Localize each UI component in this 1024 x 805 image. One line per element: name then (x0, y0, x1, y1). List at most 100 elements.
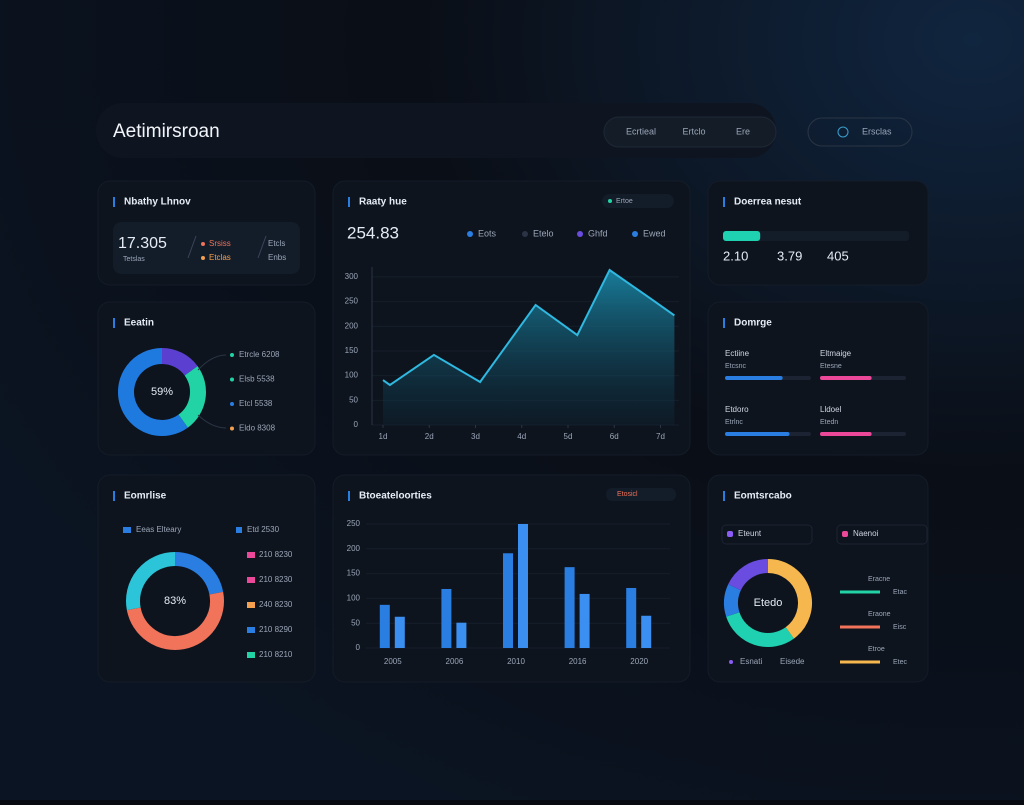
panel-title: Nbathy Lhnov (124, 197, 191, 208)
chip[interactable] (836, 524, 928, 545)
x-tick-label: 5d (564, 432, 573, 441)
header-button[interactable] (807, 117, 913, 147)
app-title: Aetimirsroan (113, 121, 220, 142)
button-icon (837, 126, 849, 138)
bar (626, 587, 637, 648)
legend-label: Etcl 5538 (239, 399, 273, 408)
bar (456, 622, 467, 648)
legend-label: Etelo (533, 228, 554, 238)
result-value: 3.79 (777, 248, 802, 263)
nav-pill (603, 116, 777, 148)
result-value: 2.10 (723, 248, 748, 263)
summary-box (113, 222, 300, 274)
legend-label: Eisede (780, 657, 805, 666)
y-tick-label: 200 (345, 321, 359, 330)
range-sub: Etcsnc (725, 363, 747, 370)
x-tick-label: 4d (517, 432, 526, 441)
donut-center: 59% (151, 386, 173, 398)
line-label: Etroe (868, 646, 885, 653)
x-tick-label: 6d (610, 432, 619, 441)
summary-value: 17.305 (118, 235, 167, 252)
progress-track (723, 231, 909, 241)
chip-label: Eteunt (738, 529, 762, 538)
legend-dot (467, 231, 473, 237)
panel-accent (348, 197, 350, 207)
chip-dot (727, 531, 733, 537)
nav-item[interactable]: Ecrtieal (626, 126, 656, 136)
legend-label: Eldo 8308 (239, 424, 276, 433)
legend-label: Ewed (643, 228, 666, 238)
bar (564, 567, 575, 648)
donut-segment (118, 348, 188, 436)
legend-label: Etd 2530 (247, 525, 280, 534)
toggle[interactable] (606, 488, 676, 501)
line-label: Eraone (868, 611, 891, 618)
donut-segment (724, 584, 742, 617)
legend-dot (230, 402, 234, 406)
dot (201, 242, 205, 246)
range-label: Eltmaige (820, 349, 852, 358)
legend-swatch (247, 552, 255, 558)
y-tick-label: 250 (347, 519, 361, 528)
y-tick-label: 50 (351, 618, 360, 627)
legend-row: 210 8210 (259, 650, 293, 659)
y-tick-label: 200 (347, 544, 361, 553)
progress-fill (723, 231, 761, 241)
toggle[interactable] (602, 194, 674, 208)
y-tick-label: 150 (347, 569, 361, 578)
x-tick-label: 2d (425, 432, 434, 441)
x-tick-label: 2005 (384, 657, 402, 666)
bar (579, 593, 590, 648)
y-tick-label: 0 (354, 420, 359, 429)
legend-swatch (247, 627, 255, 633)
result-value: 405 (827, 248, 849, 263)
connector (197, 354, 227, 429)
donut-segment (767, 559, 812, 639)
y-tick-label: 100 (347, 594, 361, 603)
chip-label: Naenoi (853, 529, 879, 538)
legend-swatch (123, 527, 131, 533)
toggle-dot (608, 199, 612, 203)
chip[interactable] (721, 524, 813, 545)
panel-title: Btoeateloorties (359, 491, 432, 502)
divider (257, 235, 267, 259)
nav-item[interactable]: Ere (736, 126, 750, 136)
y-tick-label: 50 (349, 395, 358, 404)
panel (707, 301, 929, 456)
divider (187, 235, 197, 259)
panel-title: Domrge (734, 318, 772, 329)
donut-segment (174, 552, 224, 595)
legend-label: Esnati (740, 657, 762, 666)
y-tick-label: 300 (345, 272, 359, 281)
nav-item[interactable]: Ertclo (682, 126, 705, 136)
legend-dot (230, 426, 234, 431)
donut-segment (178, 366, 206, 428)
legend-label: Elsb 5538 (239, 375, 275, 384)
range-fill (820, 376, 872, 380)
line-value: Etec (893, 659, 908, 666)
legend-dot (632, 231, 638, 237)
legend-swatch (247, 602, 255, 608)
donut-center: 83% (164, 595, 186, 607)
panel (707, 474, 929, 683)
header-bar (96, 103, 776, 158)
legend-dot (729, 660, 733, 664)
bar (641, 615, 652, 648)
panel-accent (113, 491, 115, 501)
x-tick-label: 7d (656, 432, 665, 441)
y-tick-label: 0 (356, 643, 361, 652)
panel-accent (348, 491, 350, 501)
range-label: Etdoro (725, 405, 749, 414)
line-value: Etac (893, 589, 908, 596)
toggle-label: Ertoe (616, 198, 633, 205)
donut-segment (126, 552, 176, 611)
donut-segment (726, 611, 794, 647)
legend-row: 240 8230 (259, 600, 293, 609)
button-label: Ersclas (862, 126, 892, 136)
range-label: Lldoel (820, 405, 842, 414)
panel-accent (723, 318, 725, 328)
panel-title: Doerrea nesut (734, 197, 802, 208)
bar (518, 524, 528, 648)
legend-label: Eots (478, 228, 497, 238)
